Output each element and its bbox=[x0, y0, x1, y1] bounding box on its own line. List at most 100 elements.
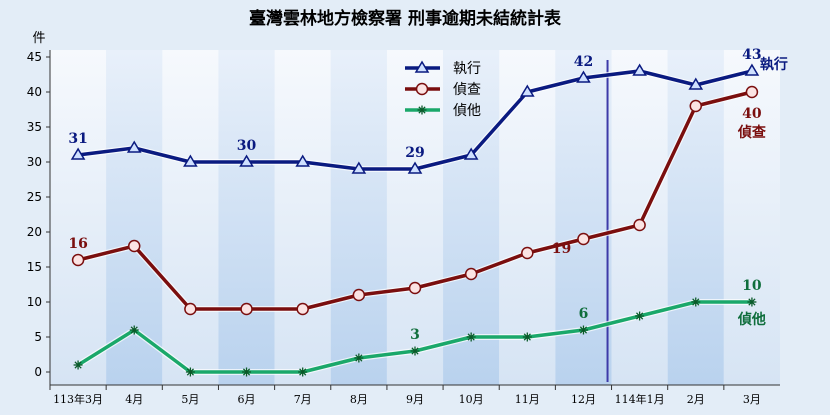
circle-marker bbox=[521, 246, 534, 260]
circle-marker bbox=[352, 288, 366, 302]
star-marker bbox=[354, 353, 364, 363]
star-marker bbox=[747, 297, 757, 307]
plot-bands bbox=[50, 50, 780, 385]
star-marker-stroke bbox=[242, 368, 251, 376]
data-label: 6 bbox=[579, 306, 589, 322]
triangle-marker bbox=[126, 140, 142, 153]
plot-band bbox=[218, 50, 275, 385]
triangle-marker bbox=[688, 77, 704, 90]
triangle-marker bbox=[295, 154, 311, 167]
star-marker-stroke bbox=[355, 354, 363, 362]
triangle-marker bbox=[632, 63, 647, 76]
y-axis-unit-label: 件 bbox=[32, 31, 45, 46]
star-marker-stroke bbox=[579, 326, 588, 334]
circle-marker bbox=[240, 302, 253, 316]
plot-band bbox=[274, 50, 331, 385]
star-marker bbox=[298, 367, 308, 377]
triangle-marker bbox=[519, 84, 535, 97]
series-layer bbox=[70, 63, 760, 377]
x-tick-label: 10月 bbox=[459, 393, 484, 406]
plot-band bbox=[723, 50, 780, 385]
star-marker-stroke bbox=[130, 326, 138, 334]
y-tick-label: 35 bbox=[27, 120, 42, 134]
x-tick-label: 7月 bbox=[294, 393, 312, 406]
triangle-marker bbox=[744, 63, 760, 76]
star-marker-stroke bbox=[418, 106, 426, 114]
data-label: 10 bbox=[742, 278, 762, 294]
axes: 0 5 10 15 20 25 30 35 40 45 113年3月 4月 5月 6月 7月 8月 9月 10月 1… bbox=[27, 50, 780, 406]
x-tick-label: 113年3月 bbox=[53, 392, 103, 406]
legend-item: 偵他 bbox=[405, 103, 481, 119]
legend-item: 偵查 bbox=[405, 82, 481, 98]
data-label: 29 bbox=[405, 145, 424, 161]
chart-title: 臺灣雲林地方檢察署 刑事逾期未結統計表 bbox=[249, 8, 562, 29]
plot-band bbox=[386, 50, 444, 385]
triangle-marker bbox=[239, 154, 254, 167]
triangle-marker bbox=[70, 147, 86, 160]
circle-marker bbox=[184, 302, 197, 316]
triangle-marker bbox=[351, 161, 367, 174]
x-tick-label: 3月 bbox=[743, 393, 761, 406]
legend-label: 執行 bbox=[453, 61, 481, 77]
triangle-marker bbox=[576, 70, 591, 83]
series-1 bbox=[70, 63, 760, 174]
plot-band bbox=[611, 50, 668, 385]
star-marker bbox=[129, 325, 139, 335]
star-marker-stroke bbox=[692, 298, 700, 306]
legend-item: 執行 bbox=[405, 60, 481, 77]
circle-marker bbox=[745, 85, 759, 99]
circle-marker bbox=[577, 232, 590, 246]
y-tick-label: 20 bbox=[27, 225, 42, 239]
plot-band bbox=[443, 50, 500, 385]
star-marker bbox=[635, 311, 645, 321]
star-marker bbox=[417, 105, 427, 115]
end-series-label: 執行 bbox=[760, 56, 788, 73]
data-label: 42 bbox=[574, 54, 593, 70]
y-tick-label: 25 bbox=[27, 190, 42, 204]
star-marker bbox=[73, 360, 83, 370]
plot-band bbox=[330, 50, 387, 385]
plot-band bbox=[162, 50, 219, 385]
data-label: 31 bbox=[68, 131, 87, 147]
plot-band bbox=[499, 50, 556, 385]
star-marker bbox=[242, 367, 252, 377]
y-tick-label: 0 bbox=[34, 365, 42, 379]
star-marker-stroke bbox=[523, 333, 531, 341]
x-tick-label: 114年1月 bbox=[615, 392, 665, 406]
y-tick-label: 10 bbox=[27, 295, 42, 309]
data-label: 40 bbox=[742, 106, 762, 122]
star-marker-stroke bbox=[748, 298, 756, 306]
star-marker bbox=[410, 346, 420, 356]
x-tick-label: 12月 bbox=[571, 393, 596, 406]
star-marker-stroke bbox=[411, 347, 419, 355]
data-label: 3 bbox=[410, 327, 420, 343]
end-series-label: 偵查 bbox=[737, 124, 767, 141]
x-tick-label: 6月 bbox=[238, 393, 256, 406]
circle-marker bbox=[408, 281, 422, 295]
star-marker bbox=[578, 325, 588, 335]
x-tick-label: 5月 bbox=[181, 393, 199, 406]
star-marker-stroke bbox=[74, 361, 82, 369]
circle-marker bbox=[633, 218, 646, 232]
circle-marker bbox=[689, 99, 703, 113]
circle-marker bbox=[127, 239, 141, 253]
x-tick-label: 8月 bbox=[350, 393, 368, 406]
star-marker-stroke bbox=[636, 312, 644, 320]
plot-band bbox=[106, 50, 163, 385]
circle-marker bbox=[464, 267, 478, 281]
data-label: 16 bbox=[68, 236, 87, 252]
legend-label: 偵查 bbox=[453, 82, 481, 98]
x-tick-label: 2月 bbox=[687, 393, 705, 406]
data-label: 43 bbox=[742, 47, 761, 63]
y-tick-label: 15 bbox=[27, 260, 42, 274]
star-marker bbox=[185, 367, 195, 377]
y-tick-label: 45 bbox=[27, 50, 42, 64]
series-2 bbox=[71, 85, 759, 316]
plot-band bbox=[50, 50, 107, 385]
x-tick-label: 4月 bbox=[125, 393, 143, 406]
star-marker-stroke bbox=[467, 333, 475, 341]
